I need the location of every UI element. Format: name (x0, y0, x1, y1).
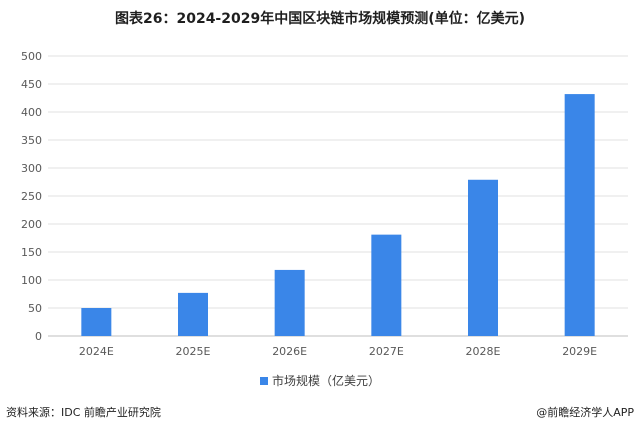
y-tick-label: 350 (21, 134, 42, 147)
x-tick-label: 2027E (369, 345, 404, 358)
x-tick-label: 2024E (79, 345, 114, 358)
bar (81, 308, 112, 336)
x-axis-ticks: 2024E 2025E 2026E 2027E 2028E 2029E (79, 345, 597, 358)
y-tick-label: 0 (35, 330, 42, 343)
legend: 市场规模（亿美元） (0, 372, 640, 389)
x-tick-label: 2029E (562, 345, 597, 358)
y-tick-label: 500 (21, 50, 42, 63)
bar (274, 269, 305, 336)
gridlines (48, 55, 628, 337)
y-tick-label: 50 (28, 302, 42, 315)
bar (371, 234, 402, 336)
brand-label: @前瞻经济学人APP (536, 406, 634, 419)
y-axis-ticks: 0 50 100 150 200 250 300 350 400 450 500 (21, 50, 42, 343)
y-tick-label: 150 (21, 246, 42, 259)
legend-label: 市场规模（亿美元） (271, 374, 380, 388)
x-tick-label: 2025E (176, 345, 211, 358)
y-tick-label: 100 (21, 274, 42, 287)
y-tick-label: 400 (21, 106, 42, 119)
y-tick-label: 250 (21, 190, 42, 203)
y-tick-label: 300 (21, 162, 42, 175)
x-tick-label: 2026E (272, 345, 307, 358)
bars (81, 94, 595, 336)
legend-swatch (259, 376, 268, 385)
bar (468, 179, 498, 336)
y-tick-label: 450 (21, 78, 42, 91)
bar (564, 94, 595, 336)
bar (178, 292, 208, 336)
chart-title: 图表26：2024-2029年中国区块链市场规模预测(单位：亿美元) (114, 11, 526, 27)
x-tick-label: 2028E (466, 345, 501, 358)
source-note: 资料来源：IDC 前瞻产业研究院 (6, 406, 161, 419)
y-tick-label: 200 (21, 218, 42, 231)
